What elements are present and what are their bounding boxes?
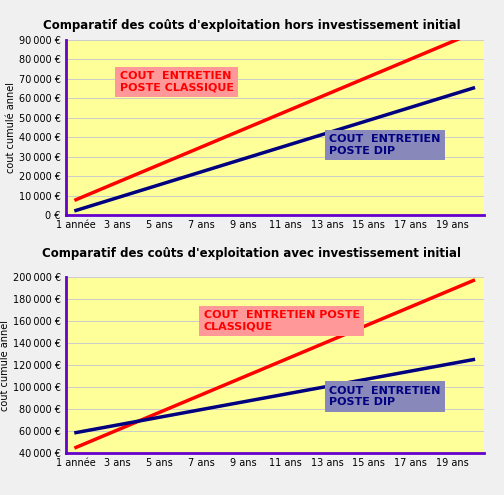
Text: Comparatif des coûts d'exploitation avec investissement initial: Comparatif des coûts d'exploitation avec… — [42, 247, 462, 259]
Y-axis label: cout cumulé annel: cout cumulé annel — [0, 320, 10, 410]
Text: COUT  ENTRETIEN
POSTE CLASSIQUE: COUT ENTRETIEN POSTE CLASSIQUE — [120, 71, 234, 93]
Y-axis label: cout cumulé annel: cout cumulé annel — [6, 82, 16, 173]
Text: COUT  ENTRETIEN
POSTE DIP: COUT ENTRETIEN POSTE DIP — [329, 134, 440, 156]
Text: COUT  ENTRETIEN POSTE
CLASSIQUE: COUT ENTRETIEN POSTE CLASSIQUE — [204, 310, 360, 332]
Text: COUT  ENTRETIEN
POSTE DIP: COUT ENTRETIEN POSTE DIP — [329, 386, 440, 407]
Text: Comparatif des coûts d'exploitation hors investissement initial: Comparatif des coûts d'exploitation hors… — [43, 19, 461, 32]
